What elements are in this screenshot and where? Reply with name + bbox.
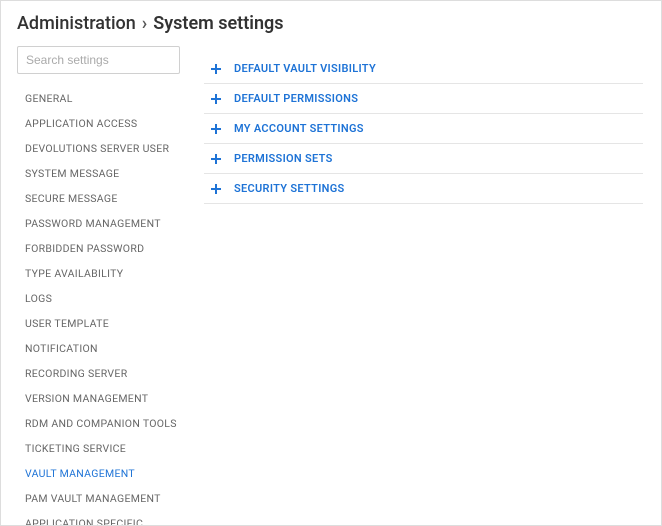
sidebar-item[interactable]: NOTIFICATION	[17, 336, 196, 361]
sidebar-item[interactable]: RECORDING SERVER	[17, 361, 196, 386]
accordion-label: MY ACCOUNT SETTINGS	[234, 122, 364, 135]
page-title: System settings	[153, 13, 283, 34]
search-input[interactable]	[17, 46, 180, 74]
sidebar-item[interactable]: SYSTEM MESSAGE	[17, 161, 196, 186]
content-body: GENERALAPPLICATION ACCESSDEVOLUTIONS SER…	[1, 42, 661, 525]
sidebar-item[interactable]: VERSION MANAGEMENT	[17, 386, 196, 411]
accordion-section[interactable]: DEFAULT PERMISSIONS	[204, 84, 643, 114]
sidebar-item[interactable]: PASSWORD MANAGEMENT	[17, 211, 196, 236]
plus-icon	[208, 181, 224, 197]
settings-sidebar: GENERALAPPLICATION ACCESSDEVOLUTIONS SER…	[1, 42, 196, 525]
search-wrap	[17, 46, 196, 74]
sidebar-item[interactable]: GENERAL	[17, 86, 196, 111]
sidebar-item[interactable]: TICKETING SERVICE	[17, 436, 196, 461]
accordion-label: PERMISSION SETS	[234, 152, 333, 165]
accordion-section[interactable]: PERMISSION SETS	[204, 144, 643, 174]
accordion-section[interactable]: MY ACCOUNT SETTINGS	[204, 114, 643, 144]
accordion-section[interactable]: SECURITY SETTINGS	[204, 174, 643, 204]
accordion-label: SECURITY SETTINGS	[234, 182, 345, 195]
sidebar-item[interactable]: APPLICATION SPECIFIC	[17, 511, 196, 525]
sidebar-item[interactable]: RDM AND COMPANION TOOLS	[17, 411, 196, 436]
sidebar-item[interactable]: VAULT MANAGEMENT	[17, 461, 196, 486]
settings-main: DEFAULT VAULT VISIBILITY DEFAULT PERMISSI…	[196, 42, 661, 525]
sidebar-item[interactable]: SECURE MESSAGE	[17, 186, 196, 211]
sidebar-item[interactable]: TYPE AVAILABILITY	[17, 261, 196, 286]
chevron-right-icon: ›	[142, 13, 147, 34]
plus-icon	[208, 91, 224, 107]
sidebar-item[interactable]: FORBIDDEN PASSWORD	[17, 236, 196, 261]
settings-page: Administration › System settings GENERAL…	[0, 0, 662, 526]
accordion-label: DEFAULT PERMISSIONS	[234, 92, 358, 105]
breadcrumb-root[interactable]: Administration	[17, 13, 136, 34]
plus-icon	[208, 121, 224, 137]
sidebar-item[interactable]: LOGS	[17, 286, 196, 311]
plus-icon	[208, 61, 224, 77]
accordion-label: DEFAULT VAULT VISIBILITY	[234, 62, 376, 75]
sidebar-item[interactable]: PAM VAULT MANAGEMENT	[17, 486, 196, 511]
accordion-section[interactable]: DEFAULT VAULT VISIBILITY	[204, 54, 643, 84]
sidebar-item[interactable]: USER TEMPLATE	[17, 311, 196, 336]
sidebar-item[interactable]: APPLICATION ACCESS	[17, 111, 196, 136]
plus-icon	[208, 151, 224, 167]
breadcrumb: Administration › System settings	[1, 1, 661, 42]
sidebar-item[interactable]: DEVOLUTIONS SERVER USER	[17, 136, 196, 161]
